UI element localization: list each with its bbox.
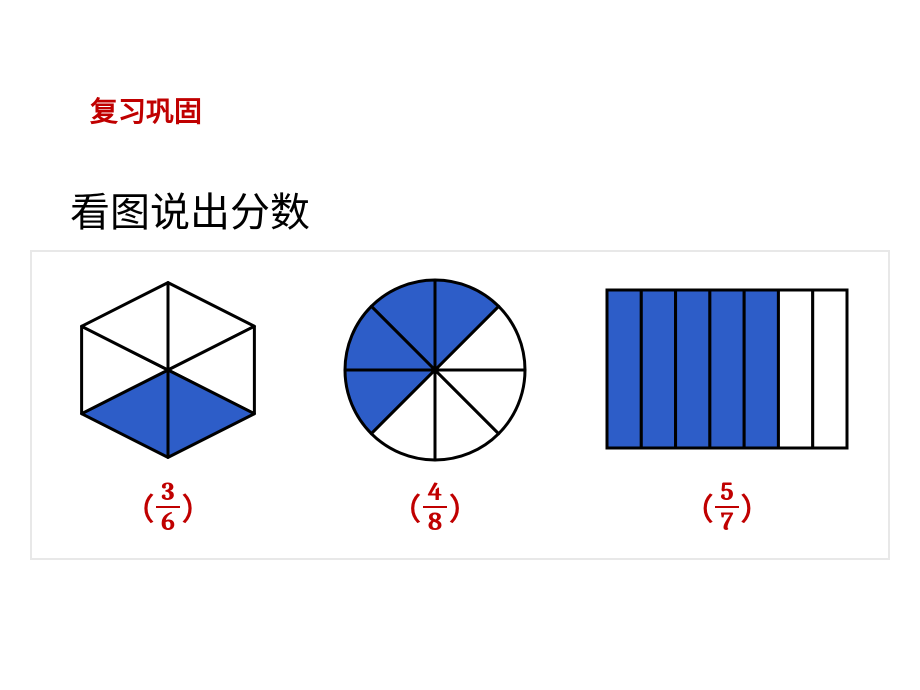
hexagon-shape [63, 272, 273, 467]
figure-panel: （ 3 6 ） （ 4 8 ） [30, 250, 890, 560]
fraction-2-denominator: 8 [423, 508, 447, 535]
circle-shape [335, 272, 535, 467]
paren-close: ） [449, 485, 479, 529]
answer-circle: （ 4 8 ） [391, 479, 479, 535]
figure-cell-hexagon: （ 3 6 ） [63, 272, 273, 535]
fraction-1: 3 6 [156, 479, 180, 535]
fraction-2-numerator: 4 [423, 479, 447, 508]
paren-open: （ [124, 485, 154, 529]
instruction-text: 看图说出分数 [70, 180, 310, 238]
fraction-3-denominator: 7 [716, 508, 739, 535]
rect-shape [597, 272, 857, 467]
fraction-3-numerator: 5 [715, 479, 739, 508]
figure-cell-circle: （ 4 8 ） [335, 272, 535, 535]
fraction-1-denominator: 6 [156, 508, 180, 535]
answer-rect: （ 5 7 ） [683, 479, 771, 535]
fraction-3: 5 7 [715, 479, 739, 535]
fraction-1-numerator: 3 [156, 479, 179, 508]
paren-open: （ [391, 485, 421, 529]
paren-close: ） [741, 485, 771, 529]
paren-open: （ [683, 485, 713, 529]
fraction-2: 4 8 [423, 479, 447, 535]
paren-close: ） [182, 485, 212, 529]
figure-cell-rect: （ 5 7 ） [597, 272, 857, 535]
section-heading: 复习巩固 [90, 90, 202, 130]
answer-hexagon: （ 3 6 ） [124, 479, 212, 535]
